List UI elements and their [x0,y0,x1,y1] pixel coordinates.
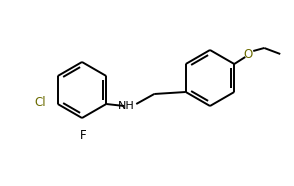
Text: F: F [80,129,86,142]
Text: Cl: Cl [34,97,46,110]
Text: NH: NH [118,101,135,111]
Text: O: O [244,47,253,60]
